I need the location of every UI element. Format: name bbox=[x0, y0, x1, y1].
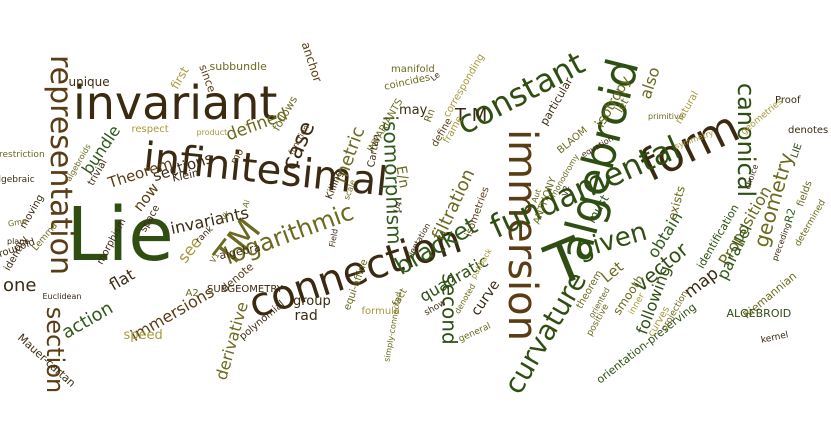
word-coincides: coincides bbox=[382, 72, 431, 93]
word-a2: A2 bbox=[185, 288, 199, 299]
word-fields: fields bbox=[794, 179, 815, 209]
word-restriction: restriction bbox=[0, 149, 45, 160]
word-plane: plane bbox=[7, 237, 30, 246]
word-unique: unique bbox=[68, 75, 110, 89]
word-euclidean: Euclidean bbox=[42, 292, 82, 301]
word-algebroid: ALGEBROID bbox=[726, 306, 792, 320]
word-general: general bbox=[457, 321, 493, 345]
word-respect: respect bbox=[131, 124, 169, 135]
word-field: Field bbox=[327, 228, 340, 248]
word-anchor: anchor bbox=[298, 40, 325, 84]
word-product: product bbox=[196, 128, 228, 137]
word-theorem: Theorem bbox=[105, 153, 175, 192]
word-v2: V2 bbox=[559, 184, 571, 197]
word-kernel: kernel bbox=[760, 329, 790, 346]
word-simply-connected: simply-connected bbox=[381, 291, 404, 363]
word-primitive: primitive bbox=[648, 112, 684, 121]
word-proof: Proof bbox=[775, 95, 801, 106]
word-manifold: manifold bbox=[391, 64, 435, 75]
word-denotes: denotes bbox=[788, 125, 829, 136]
word-algebraic: algebraic bbox=[0, 174, 35, 185]
word-rad: rad bbox=[294, 308, 318, 324]
word-subgeometry: SUBGEOMETRY bbox=[207, 284, 283, 295]
word-may: may bbox=[399, 102, 428, 118]
word-group: group bbox=[293, 293, 331, 309]
word-lie: LIE bbox=[788, 141, 805, 160]
word-one: one bbox=[3, 275, 37, 296]
word-rn: Rn bbox=[422, 107, 438, 124]
word-invariant: invariant bbox=[73, 76, 278, 130]
word-e-n: E/n bbox=[392, 164, 413, 190]
word-subbundle: subbundle bbox=[209, 59, 267, 73]
word-speed: speed bbox=[123, 327, 163, 343]
word-t-m: T M bbox=[455, 105, 488, 126]
word-lie: Lie bbox=[66, 192, 174, 278]
word-formula: formula bbox=[361, 306, 401, 317]
